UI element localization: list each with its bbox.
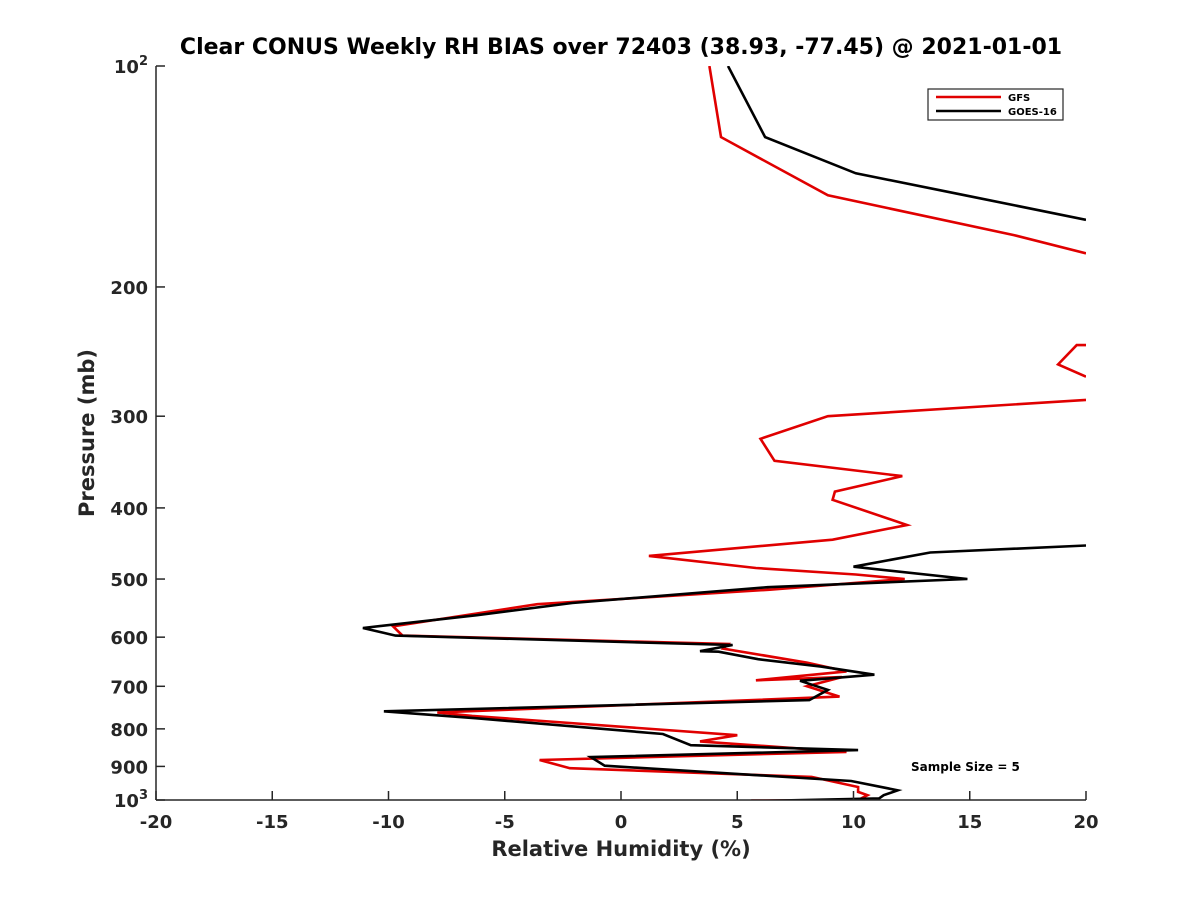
y-tick-label: 500 [110,570,148,591]
y-tick-label: 700 [110,677,148,698]
x-tick-label: 15 [957,812,982,833]
x-tick-label: 5 [731,812,744,833]
x-tick-label: -15 [256,812,289,833]
x-tick-label: -20 [140,812,173,833]
x-tick-label: 20 [1073,812,1098,833]
y-tick-label: 102 [114,54,148,78]
y-tick-label: 800 [110,720,148,741]
legend-box [927,88,1064,121]
series-line-gfs [1055,343,1086,378]
series-line-gfs [708,66,1086,255]
x-tick-label: 0 [615,812,628,833]
series-line-goes16 [362,544,1086,800]
x-axis-label: Relative Humidity (%) [491,837,750,861]
x-tick-label: 10 [841,812,866,833]
y-tick-label: 400 [110,499,148,520]
y-tick-label: 200 [110,278,148,299]
sample-size-annotation: Sample Size = 5 [911,760,1020,774]
y-axis-label: Pressure (mb) [75,349,99,517]
series-line-goes16 [726,66,1086,222]
x-tick-label: -5 [495,812,515,833]
y-tick-label: 300 [110,407,148,428]
legend-label-goes16: GOES-16 [1008,107,1057,118]
legend: GFS GOES-16 [927,88,1064,121]
y-tick-label: 900 [110,757,148,778]
series-line-gfs [390,398,1086,800]
chart-title: Clear CONUS Weekly RH BIAS over 72403 (3… [180,35,1062,60]
axes-layer: -20 -15 -10 -5 0 5 10 15 20 102 200 300 400 500 600 700… [110,54,1098,833]
legend-label-gfs: GFS [1008,93,1030,104]
x-tick-label: -10 [372,812,405,833]
series-layer [362,66,1086,800]
y-tick-label: 600 [110,628,148,649]
y-tick-label: 103 [114,788,148,812]
